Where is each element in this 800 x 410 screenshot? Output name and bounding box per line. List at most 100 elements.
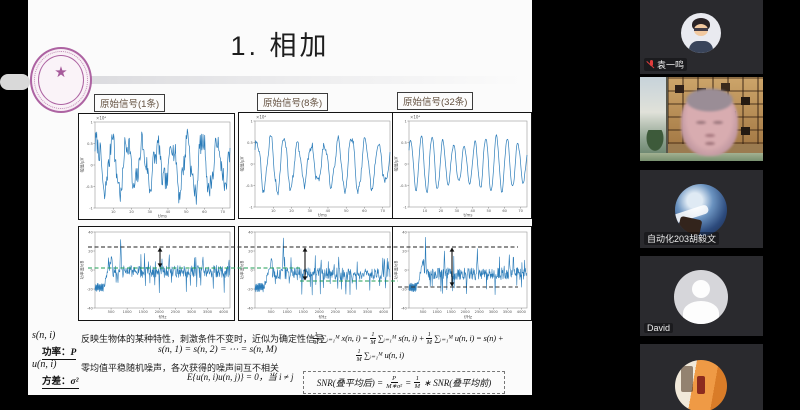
plant-silhouette [644, 129, 665, 154]
noise-term: u(n, i) [32, 359, 57, 370]
frac-num: 1 [313, 331, 319, 340]
svg-text:f/Hz: f/Hz [464, 315, 472, 320]
frac-num: P [390, 374, 398, 383]
slide-title: 1. 相加 [230, 31, 330, 61]
table-edge [640, 153, 763, 161]
formula-text: ∑ᵢ₌₁ᴹ u(n, i) = s(n) + [434, 333, 504, 344]
svg-text:3500: 3500 [203, 310, 213, 314]
svg-text:3500: 3500 [363, 310, 373, 314]
svg-text:0.5: 0.5 [401, 141, 407, 145]
participant-name-badge: David [644, 323, 674, 333]
webcam-video [640, 77, 763, 161]
mic-muted-icon [647, 60, 655, 69]
svg-text:f/Hz: f/Hz [319, 315, 327, 320]
svg-text:功率谱/dB: 功率谱/dB [79, 260, 85, 279]
svg-text:幅值/μV: 幅值/μV [239, 156, 245, 171]
svg-text:功率谱/dB: 功率谱/dB [393, 260, 399, 279]
frac-num: 1 [369, 331, 376, 340]
svg-text:40: 40 [326, 209, 331, 213]
svg-text:-0.5: -0.5 [246, 184, 253, 188]
svg-text:-0.5: -0.5 [400, 184, 407, 188]
svg-text:500: 500 [108, 310, 116, 314]
svg-text:2000: 2000 [315, 310, 325, 314]
participant-tile-5[interactable] [640, 344, 763, 410]
participant-tile-2-video[interactable] [640, 77, 763, 161]
svg-text:t/ms: t/ms [158, 214, 167, 219]
avatar-anime-icon [675, 184, 727, 236]
signal-term: s(n, i) [32, 330, 56, 341]
svg-text:20: 20 [129, 210, 134, 214]
participant-name: David [647, 323, 671, 333]
svg-text:1500: 1500 [447, 310, 457, 314]
formula-text: ∑ᵢ₌₁ᴹ s(n, i) + [377, 333, 425, 344]
svg-text:幅值/μV: 幅值/μV [393, 156, 399, 171]
svg-text:0: 0 [405, 162, 408, 166]
formula-text: ∑ᵢ₌₁ᴹ u(n, i) [363, 350, 404, 361]
svg-text:10: 10 [271, 209, 276, 213]
participant-name-badge: 自动化203胡毅文 [644, 232, 720, 245]
power-label: 功率：P [42, 344, 77, 360]
svg-text:10: 10 [111, 210, 116, 214]
svg-text:3500: 3500 [503, 310, 513, 314]
svg-text:2500: 2500 [475, 310, 485, 314]
svg-text:2500: 2500 [171, 310, 181, 314]
svg-text:60: 60 [202, 210, 207, 214]
svg-text:70: 70 [220, 210, 225, 214]
svg-text:70: 70 [380, 209, 385, 213]
noise-correlation-formula: E{u(n, i)u(n, j)} = 0，当 i ≠ j [187, 372, 294, 382]
avatar-glasses [694, 28, 708, 31]
signal-equality-formula: s(n, 1) = s(n, 2) = ⋯ = s(n, M) [158, 345, 277, 355]
svg-text:1: 1 [405, 119, 407, 123]
svg-text:1: 1 [91, 120, 93, 124]
frac-num: 1 [426, 331, 433, 340]
variance-label: 方差：σ² [42, 373, 79, 389]
participant-name: 袁一鸣 [657, 60, 685, 70]
svg-text:0: 0 [91, 163, 94, 167]
svg-text:40: 40 [402, 230, 407, 234]
svg-text:50: 50 [184, 210, 189, 214]
silhouette-bust [683, 301, 719, 324]
svg-text:500: 500 [420, 310, 428, 314]
participant-tile-1[interactable]: 袁一鸣 [640, 0, 763, 74]
participant-tile-3[interactable]: 自动化203胡毅文 [640, 170, 763, 248]
spectrum-plot-32: 500 1000 1500 2000 2500 3000 3500 4000 -40 -20 0 20… [392, 226, 532, 321]
svg-text:30: 30 [455, 209, 460, 213]
frac-den: M∗σ² [386, 383, 403, 390]
avatar-body [689, 41, 713, 53]
svg-text:-40: -40 [401, 306, 408, 310]
svg-text:0.5: 0.5 [87, 142, 93, 146]
svg-text:10: 10 [423, 209, 428, 213]
frac-den: M [356, 356, 362, 364]
participant-name: 自动化203胡毅文 [647, 234, 717, 244]
svg-text:-40: -40 [247, 306, 254, 310]
seal-inner-ring [38, 55, 84, 105]
snr-prefix: SNR(叠平均后) = [316, 378, 384, 388]
svg-text:-1: -1 [403, 205, 407, 209]
decorative-line [30, 76, 522, 84]
slide-edge-highlight [0, 74, 30, 90]
svg-text:500: 500 [268, 310, 276, 314]
svg-text:-40: -40 [87, 306, 94, 310]
svg-text:1500: 1500 [139, 310, 149, 314]
frac-den: M [426, 339, 432, 347]
svg-text:f/Hz: f/Hz [159, 315, 167, 320]
snr-fraction-1: P M∗σ² [386, 375, 402, 391]
svg-text:幅值/μV: 幅值/μV [79, 157, 85, 172]
participant-tile-4[interactable]: David [640, 256, 763, 336]
formula-text: ∑ᵢ₌₁ᴹ x(n, i) = [320, 333, 368, 344]
svg-text:4000: 4000 [517, 310, 527, 314]
svg-text:20: 20 [402, 249, 407, 253]
svg-text:2000: 2000 [461, 310, 471, 314]
svg-text:60: 60 [502, 209, 507, 213]
power-label-text: 功率： [42, 347, 71, 358]
variance-symbol: σ² [70, 377, 79, 387]
svg-text:50: 50 [344, 209, 349, 213]
svg-text:3000: 3000 [347, 310, 357, 314]
svg-text:2500: 2500 [331, 310, 341, 314]
panel-label-1: 原始信号(1条) [94, 94, 166, 112]
svg-text:1000: 1000 [123, 310, 133, 314]
